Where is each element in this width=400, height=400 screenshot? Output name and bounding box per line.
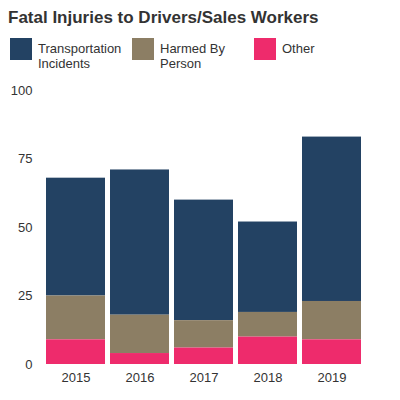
svg-text:2016: 2016 (126, 370, 155, 385)
svg-text:25: 25 (18, 288, 32, 303)
svg-text:2015: 2015 (62, 370, 91, 385)
svg-text:2017: 2017 (190, 370, 219, 385)
svg-text:50: 50 (18, 220, 32, 235)
html-text:Other: Other (282, 41, 315, 56)
html-text:Harmed By Person: Harmed By Person (160, 41, 225, 71)
svg-text:2019: 2019 (318, 370, 347, 385)
svg-text:2018: 2018 (254, 370, 283, 385)
svg-text:0: 0 (25, 357, 32, 372)
svg-text:75: 75 (18, 151, 32, 166)
html-text:Fatal Injuries to Drivers/Sale: Fatal Injuries to Drivers/Sales Workers (8, 8, 319, 27)
html-text:Transportation Incidents: Transportation Incidents (38, 41, 122, 71)
svg-text:100: 100 (11, 83, 33, 98)
